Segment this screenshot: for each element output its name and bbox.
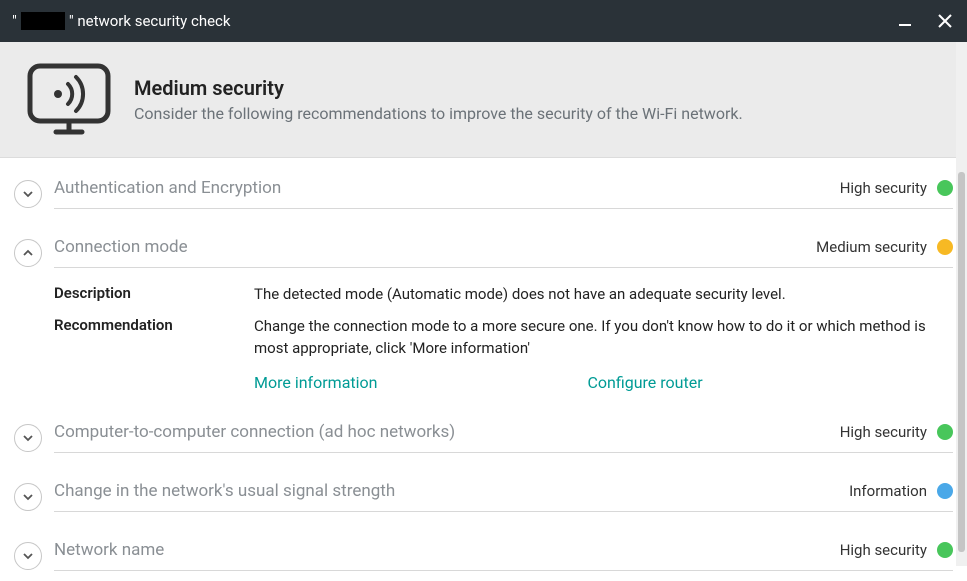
recommendation-value: Change the connection mode to a more sec… [254, 316, 953, 360]
summary-panel: Medium security Consider the following r… [0, 42, 967, 158]
monitor-signal-icon [24, 62, 114, 137]
section-adhoc: Computer-to-computer connection (ad hoc … [14, 412, 953, 463]
redacted-network-name [21, 12, 65, 30]
status-label: High security [840, 423, 927, 441]
section-title: Connection mode [54, 237, 806, 257]
status-dot-info [937, 483, 953, 499]
status-dot-high [937, 424, 953, 440]
recommendation-label: Recommendation [54, 316, 254, 360]
title-suffix: " network security check [69, 12, 231, 30]
section-header-line: Change in the network's usual signal str… [54, 481, 953, 512]
configure-router-link[interactable]: Configure router [587, 373, 702, 392]
status-dot-high [937, 542, 953, 558]
section-network-name: Network name High security [14, 530, 953, 581]
chevron-down-icon [22, 432, 34, 444]
section-body: Description The detected mode (Automatic… [14, 278, 953, 404]
section-title: Computer-to-computer connection (ad hoc … [54, 422, 830, 442]
window-title: " " network security check [12, 12, 895, 30]
status-label: High security [840, 541, 927, 559]
scrollbar-thumb[interactable] [958, 172, 965, 552]
status-label: Medium security [816, 238, 927, 256]
scrollbar-track[interactable] [956, 42, 967, 566]
chevron-up-icon [22, 247, 34, 259]
close-icon [937, 13, 953, 29]
collapse-toggle[interactable] [14, 239, 42, 267]
status-dot-high [937, 180, 953, 196]
section-title: Change in the network's usual signal str… [54, 481, 839, 501]
status-label: High security [840, 179, 927, 197]
section-header[interactable]: Change in the network's usual signal str… [14, 471, 953, 522]
summary-heading: Medium security [134, 76, 743, 100]
expand-toggle[interactable] [14, 180, 42, 208]
chevron-down-icon [22, 188, 34, 200]
minimize-button[interactable] [895, 11, 915, 31]
minimize-icon [898, 14, 912, 28]
description-value: The detected mode (Automatic mode) does … [254, 284, 953, 306]
summary-text: Medium security Consider the following r… [134, 76, 743, 123]
section-signal-strength: Change in the network's usual signal str… [14, 471, 953, 522]
section-header-line: Authentication and Encryption High secur… [54, 178, 953, 209]
description-row: Description The detected mode (Automatic… [54, 284, 953, 306]
title-quote-open: " [12, 12, 17, 30]
more-information-link[interactable]: More information [254, 373, 377, 392]
expand-toggle[interactable] [14, 424, 42, 452]
description-label: Description [54, 284, 254, 306]
section-title: Authentication and Encryption [54, 178, 830, 198]
chevron-down-icon [22, 491, 34, 503]
expand-toggle[interactable] [14, 483, 42, 511]
sections-container: Authentication and Encryption High secur… [0, 158, 967, 581]
section-header-line: Computer-to-computer connection (ad hoc … [54, 422, 953, 453]
section-header[interactable]: Connection mode Medium security [14, 227, 953, 278]
section-header-line: Network name High security [54, 540, 953, 571]
window-controls [895, 11, 955, 31]
status-label: Information [849, 482, 927, 500]
chevron-down-icon [22, 550, 34, 562]
status-dot-medium [937, 239, 953, 255]
summary-subheading: Consider the following recommendations t… [134, 104, 743, 123]
section-auth-encryption: Authentication and Encryption High secur… [14, 168, 953, 219]
recommendation-row: Recommendation Change the connection mod… [54, 316, 953, 360]
section-header[interactable]: Computer-to-computer connection (ad hoc … [14, 412, 953, 463]
section-header[interactable]: Authentication and Encryption High secur… [14, 168, 953, 219]
close-button[interactable] [935, 11, 955, 31]
section-header[interactable]: Network name High security [14, 530, 953, 581]
action-links: More information Configure router [54, 373, 953, 392]
section-connection-mode: Connection mode Medium security Descript… [14, 227, 953, 404]
section-header-line: Connection mode Medium security [54, 237, 953, 268]
section-title: Network name [54, 540, 830, 560]
titlebar: " " network security check [0, 0, 967, 42]
